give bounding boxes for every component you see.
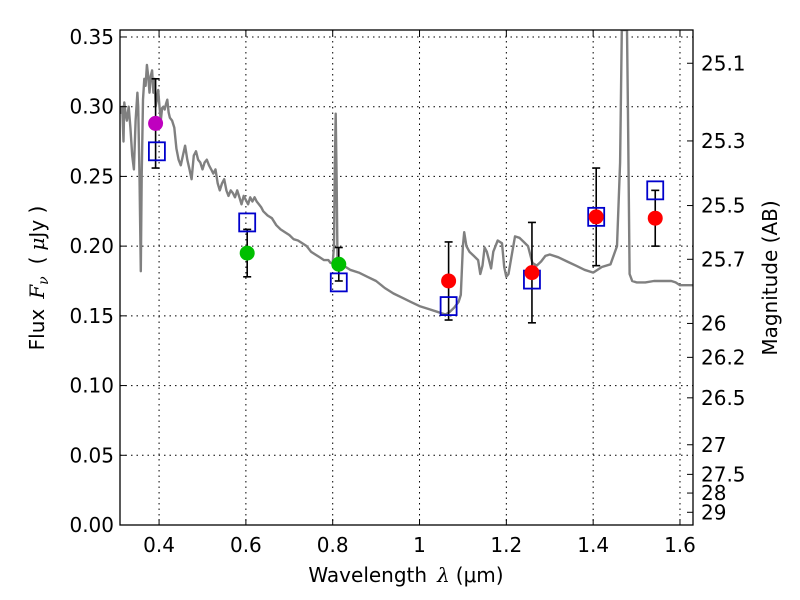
y-tick-label: 0.15: [69, 304, 114, 328]
y-tick-label: 0.20: [69, 234, 114, 258]
mag-tick-label: 27: [701, 433, 726, 457]
x-tick-label: 1.4: [577, 533, 609, 557]
observed-flux-point: [239, 245, 255, 261]
x-axis-label-word: Wavelength: [308, 563, 427, 587]
observed-flux-point: [588, 209, 604, 225]
x-tick-label: 0.6: [230, 533, 262, 557]
mag-tick-label: 26.2: [701, 345, 746, 369]
y-axis-label: Flux Fν ( μJy ): [25, 206, 52, 351]
y-axis-label-mu: μ: [25, 238, 49, 251]
model-square-marker: [587, 206, 606, 227]
model-square-marker: [439, 296, 458, 316]
model-square-marker: [147, 141, 166, 162]
x-axis-label: Wavelength λ (μm): [308, 563, 503, 587]
y-axis-label-open: (: [25, 257, 49, 265]
mag-tick-label: 26: [701, 311, 726, 335]
mag-tick-label: 25.3: [701, 129, 746, 153]
observed-flux-point: [331, 256, 347, 272]
mag-tick-label: 25.1: [701, 51, 746, 75]
points-layer: [147, 78, 665, 324]
y-axis-label-word: Flux: [25, 309, 49, 351]
model-square-marker: [646, 180, 665, 201]
y-axis-label-unit: Jy ): [25, 206, 49, 240]
mag-tick-label: 27.5: [701, 462, 746, 486]
data-layer: [120, 30, 693, 316]
observed-flux-point: [647, 210, 663, 226]
y-tick-label: 0.25: [69, 164, 114, 188]
mag-tick-label: 29: [701, 500, 726, 524]
x-axis-label-unit: (μm): [456, 563, 504, 587]
sed-model-line: [120, 30, 693, 316]
x-tick-label: 1.6: [664, 533, 696, 557]
right-axis-label: Magnitude (AB): [758, 200, 782, 355]
observed-flux-point: [524, 265, 540, 281]
x-tick-label: 0.8: [317, 533, 349, 557]
mag-tick-label: 28: [701, 481, 726, 505]
x-axis-label-symbol: λ: [436, 563, 450, 587]
y-tick-label: 0.10: [69, 374, 114, 398]
observed-flux-point: [441, 273, 457, 289]
model-square-marker: [238, 212, 257, 233]
x-tick-label: 0.4: [143, 533, 175, 557]
plot-frame: [119, 29, 694, 526]
y-axis-label-subscript: ν: [36, 276, 52, 285]
observed-flux-point: [148, 115, 164, 131]
x-tick-label: 1: [413, 533, 426, 557]
mag-tick-label: 25.5: [701, 194, 746, 218]
x-axis: 0.4 0.6 0.8 1 1.2 1.4 1.6: [143, 30, 696, 557]
y-tick-label: 0.00: [69, 513, 114, 537]
y-tick-label: 0.35: [69, 25, 114, 49]
y-tick-label: 0.05: [69, 443, 114, 467]
plot-background: [120, 30, 693, 525]
y-tick-label: 0.30: [69, 95, 114, 119]
mag-tick-label: 25.7: [701, 247, 746, 271]
mag-tick-label: 26.5: [701, 386, 746, 410]
y-axis-label-symbol: F: [25, 284, 49, 300]
model-square-marker: [329, 272, 348, 293]
x-tick-label: 1.2: [490, 533, 522, 557]
y-axis-left: 0.00 0.05 0.10 0.15 0.20 0.25 0.30 0.35: [69, 25, 126, 537]
